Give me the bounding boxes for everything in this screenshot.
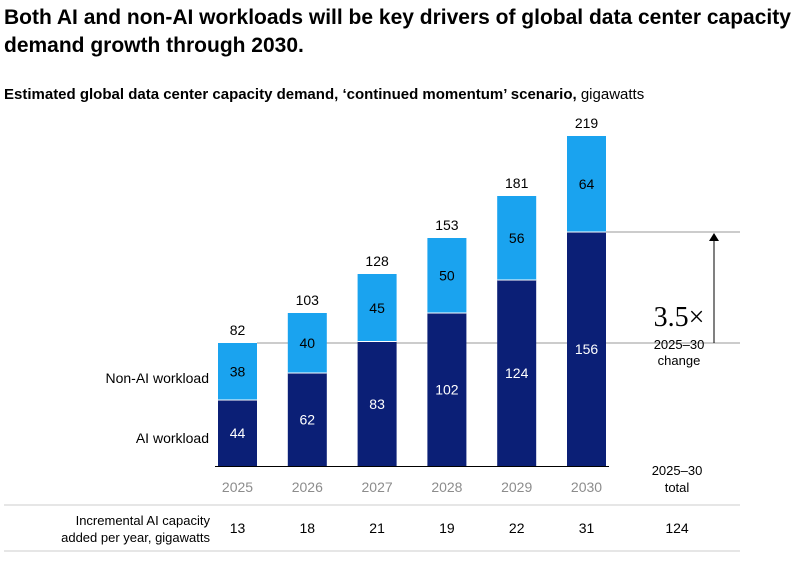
label-total-2027: 128: [365, 253, 389, 269]
bar-non-ai-2025: [218, 343, 257, 400]
label-ai-2026: 62: [300, 412, 316, 428]
x-tick-2026: 2026: [292, 479, 323, 495]
label-total-2028: 153: [435, 217, 459, 233]
label-total-2025: 82: [230, 322, 246, 338]
incremental-value-2026: 18: [300, 520, 316, 536]
bar-ai-2028: [427, 313, 467, 466]
label-ai-2027: 83: [369, 396, 385, 412]
x-tick-2028: 2028: [431, 479, 462, 495]
incremental-label-line1: Incremental AI capacity: [76, 513, 211, 528]
incremental-value-2025: 13: [230, 520, 246, 536]
incremental-label-line2: added per year, gigawatts: [61, 530, 210, 545]
label-total-2030: 219: [575, 115, 599, 131]
label-non-ai-2025: 38: [230, 364, 246, 380]
bar-ai-2027: [357, 341, 397, 466]
bar-ai-2025: [218, 400, 257, 466]
x-tick-2027: 2027: [362, 479, 393, 495]
total-header-line2: total: [665, 480, 690, 495]
label-non-ai-2030: 64: [579, 176, 595, 192]
x-tick-2029: 2029: [501, 479, 532, 495]
subtitle-unit: gigawatts: [580, 86, 645, 103]
label-ai-2029: 124: [505, 365, 529, 381]
subtitle-main: Estimated global data center capacity de…: [4, 86, 577, 103]
change-label-line1: 2025–30: [654, 337, 705, 352]
change-arrow-head: [709, 233, 719, 241]
label-total-2029: 181: [505, 175, 529, 191]
incremental-value-2030: 31: [579, 520, 595, 536]
label-ai-2025: 44: [230, 425, 246, 441]
x-tick-2025: 2025: [222, 479, 253, 495]
bar-non-ai-2026: [287, 313, 327, 373]
label-ai-2028: 102: [435, 382, 459, 398]
label-ai-2030: 156: [575, 341, 599, 357]
incremental-total-value: 124: [665, 520, 689, 536]
incremental-value-2029: 22: [509, 520, 525, 536]
series-label-ai: AI workload: [136, 430, 209, 446]
label-non-ai-2026: 40: [300, 335, 316, 351]
series-label-non-ai: Non-AI workload: [106, 370, 210, 386]
bar-ai-2029: [497, 280, 537, 466]
bar-ai-2030: [567, 232, 606, 466]
bar-non-ai-2029: [497, 196, 537, 280]
label-non-ai-2029: 56: [509, 230, 525, 246]
incremental-value-2027: 21: [369, 520, 385, 536]
chart-subtitle: Estimated global data center capacity de…: [4, 86, 644, 103]
change-label-line2: change: [658, 353, 701, 368]
bar-non-ai-2028: [427, 238, 467, 313]
bar-non-ai-2030: [567, 136, 606, 232]
chart-title: Both AI and non-AI workloads will be key…: [4, 6, 791, 57]
bar-non-ai-2027: [357, 274, 397, 342]
label-total-2026: 103: [296, 292, 320, 308]
bar-ai-2026: [287, 373, 327, 466]
incremental-value-2028: 19: [439, 520, 455, 536]
change-multiplier: 3.5×: [654, 302, 705, 333]
label-non-ai-2028: 50: [439, 268, 455, 284]
x-tick-2030: 2030: [571, 479, 602, 495]
label-non-ai-2027: 45: [369, 300, 385, 316]
total-header-line1: 2025–30: [652, 463, 703, 478]
